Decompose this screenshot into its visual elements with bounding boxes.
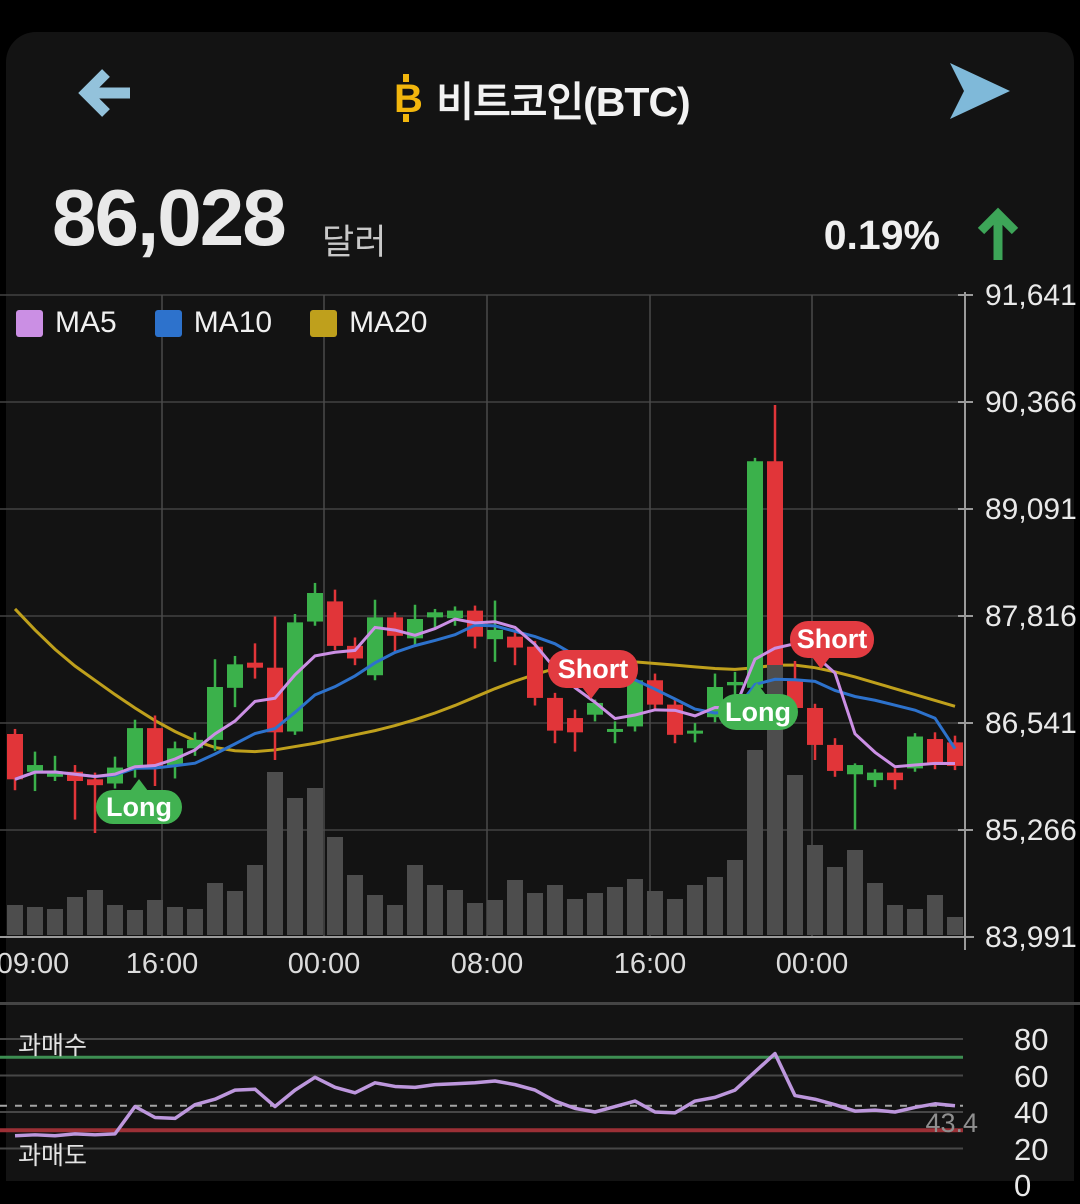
overbought-label: 과매수 xyxy=(18,1026,87,1062)
indicator-current-value: 43.4 xyxy=(896,1108,978,1139)
long-signal-badge: Long xyxy=(96,790,182,824)
oversold-label: 과매도 xyxy=(18,1136,87,1172)
badge-pointer xyxy=(582,687,600,699)
badge-pointer xyxy=(748,683,766,695)
badge-pointer xyxy=(812,657,830,669)
legend-item-ma10: MA10 xyxy=(155,306,272,340)
short-signal-badge: Short xyxy=(548,650,638,688)
price-value: 86,028 xyxy=(52,172,285,264)
oscillator-axis-label: 60 xyxy=(1014,1059,1074,1095)
change-percent: 0.19% xyxy=(810,212,940,259)
send-button[interactable] xyxy=(944,60,1014,127)
time-axis-label: 08:00 xyxy=(451,948,524,981)
oscillator-axis-label: 20 xyxy=(1014,1132,1074,1168)
price-axis-label: 90,366 xyxy=(985,386,1080,420)
page-title-text: 비트코인(BTC) xyxy=(436,79,689,125)
bitcoin-icon: B xyxy=(390,74,426,132)
price-axis-label: 89,091 xyxy=(985,493,1080,527)
oscillator-axis-label: 40 xyxy=(1014,1095,1074,1131)
legend-item-ma20: MA20 xyxy=(310,306,427,340)
oscillator-axis-label: 80 xyxy=(1014,1022,1074,1058)
short-signal-badge: Short xyxy=(790,621,874,658)
ma20-label: MA20 xyxy=(349,306,427,340)
price-axis-label: 86,541 xyxy=(985,707,1080,741)
price-axis-label: 91,641 xyxy=(985,279,1080,313)
badge-pointer xyxy=(130,779,148,791)
currency-label: 달러 xyxy=(322,214,386,265)
ma10-label: MA10 xyxy=(194,306,272,340)
ma20-swatch xyxy=(310,310,337,337)
up-arrow-icon xyxy=(972,206,1024,269)
time-axis-label: 00:00 xyxy=(776,948,849,981)
time-axis-label: 00:00 xyxy=(288,948,361,981)
paper-plane-icon xyxy=(944,60,1014,122)
panel-divider xyxy=(0,1002,1080,1005)
price-axis-label: 85,266 xyxy=(985,814,1080,848)
legend-item-ma5: MA5 xyxy=(16,306,117,340)
ma10-swatch xyxy=(155,310,182,337)
page-title: B 비트코인(BTC) xyxy=(0,68,1080,132)
time-axis-label: 16:00 xyxy=(614,948,687,981)
ma-legend: MA5 MA10 MA20 xyxy=(16,306,427,340)
time-axis-label: 16:00 xyxy=(126,948,199,981)
svg-text:B: B xyxy=(394,77,422,121)
time-axis-label: 09:00 xyxy=(0,948,69,981)
price-axis-label: 83,991 xyxy=(985,921,1080,955)
price-axis-label: 87,816 xyxy=(985,600,1080,634)
ma5-swatch xyxy=(16,310,43,337)
long-signal-badge: Long xyxy=(718,694,798,730)
ma5-label: MA5 xyxy=(55,306,117,340)
oscillator-axis-label: 0 xyxy=(1014,1168,1074,1204)
